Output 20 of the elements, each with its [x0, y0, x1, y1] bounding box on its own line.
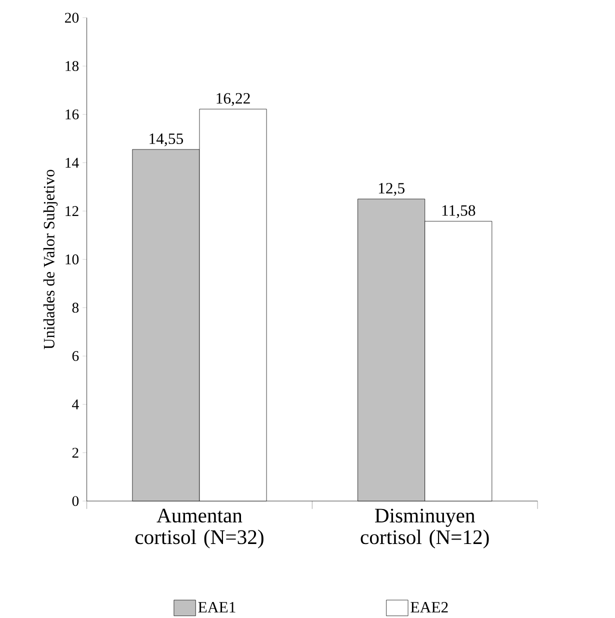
- y-tick-label: 16: [66, 109, 79, 120]
- y-tick-label: 18: [66, 61, 79, 72]
- y-tick-label: 0: [72, 496, 79, 506]
- y-tick-label: 6: [72, 351, 79, 361]
- legend-label: EAE1: [198, 602, 236, 612]
- y-axis-title: Unidades de Valor Subjetivo: [43, 170, 58, 350]
- data-label: 16,22: [216, 93, 250, 106]
- data-label: 11,58: [442, 205, 476, 218]
- y-tick-label: 4: [72, 400, 80, 410]
- x-tick-label: Aumentan cortisol (N=32): [136, 508, 264, 548]
- legend-label: EAE2: [410, 602, 448, 612]
- data-label: 14,55: [150, 133, 184, 146]
- data-label: 12,5: [379, 183, 405, 196]
- y-tick-label: 14: [66, 158, 80, 168]
- y-tick-label: 2: [72, 448, 78, 458]
- y-tick-label: 10: [66, 254, 79, 264]
- y-tick-label: 12: [66, 206, 78, 216]
- y-tick-label: 8: [72, 302, 79, 313]
- x-tick-label: Disminuyen cortisol (N=12): [360, 508, 489, 548]
- y-tick-label: 20: [65, 12, 79, 23]
